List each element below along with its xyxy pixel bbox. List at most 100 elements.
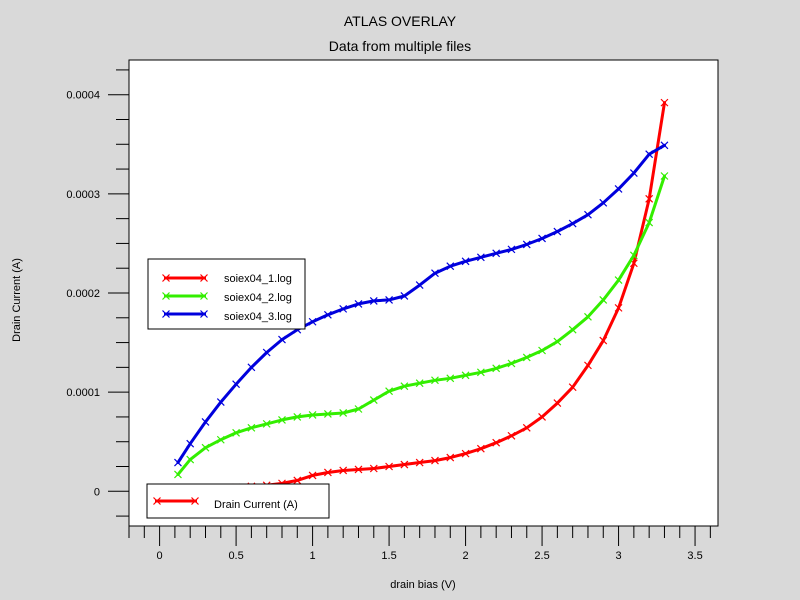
series-2-point (522, 353, 531, 362)
series-1-point (369, 464, 378, 473)
x-axis: 0 0.5 1 1.5 2 2.5 3 3.5 (128, 526, 711, 562)
y-axis-label: Drain Current (A) (11, 258, 23, 342)
series-2-point (278, 415, 286, 424)
series-2-point (660, 172, 669, 180)
series-2-point (216, 435, 225, 444)
x-tick-label: 3.5 (687, 550, 702, 562)
secondary-swatch-marker (191, 497, 199, 505)
series-2-point (385, 387, 394, 396)
series-1-point (476, 444, 485, 453)
series-1-point (568, 383, 577, 392)
legend-swatch-marker (162, 292, 170, 300)
series-3-point (216, 398, 225, 406)
x-tick-label: 3 (615, 550, 621, 562)
series-layer (170, 98, 669, 495)
series-2-point (538, 346, 546, 355)
series-1-point (431, 456, 439, 465)
series-3-point (660, 141, 669, 150)
series-3-point (492, 249, 501, 258)
series-2-point (584, 312, 592, 321)
series-3-point (308, 317, 317, 326)
series-2-point (232, 428, 241, 437)
series-2-point (553, 337, 562, 346)
series-2-point (400, 382, 409, 391)
legend: soiex04_1.log soiex04_2.log soiex04_3.lo… (147, 258, 306, 330)
series-2-point (476, 368, 485, 377)
series-2-point (645, 218, 654, 227)
series-1-point (461, 449, 470, 458)
series-2-point (415, 379, 424, 388)
y-tick-label: 0.0001 (66, 387, 100, 399)
series-3-point (262, 348, 271, 357)
series-3-point (369, 297, 378, 305)
series-2-point (247, 423, 256, 432)
secondary-legend: Drain Current (A) (146, 483, 330, 519)
series-1-point (415, 458, 424, 467)
series-1-point (308, 471, 317, 480)
series-2-point (507, 359, 516, 368)
series-3-point (247, 363, 256, 372)
series-clip-group (170, 98, 669, 495)
legend-swatches (162, 274, 208, 318)
x-tick-label: 2 (463, 550, 469, 562)
series-1-point (507, 431, 516, 440)
series-3-point (553, 227, 562, 236)
y-tick-label: 0.0003 (66, 189, 100, 201)
series-1-point (553, 399, 562, 407)
series-1-point (538, 413, 546, 421)
chart-title: ATLAS OVERLAY (344, 13, 457, 29)
legend-swatch-marker (200, 310, 208, 318)
chart-subtitle: Data from multiple files (329, 38, 471, 54)
series-3-point (415, 281, 424, 289)
series-1-point (293, 476, 302, 485)
series-2-point (201, 443, 210, 452)
series-3-point (538, 234, 546, 243)
legend-label-2: soiex04_2.log (224, 292, 292, 304)
series-3-point (614, 184, 623, 193)
series-1-point (385, 462, 394, 471)
series-1-point (645, 194, 654, 203)
x-tick-label: 2.5 (534, 550, 549, 562)
x-axis-label: drain bias (V) (390, 579, 455, 591)
series-3-point (599, 198, 608, 207)
series-2-point (599, 296, 608, 304)
series-1-point (446, 453, 455, 462)
series-1-point (599, 336, 608, 345)
series-2-point (174, 470, 182, 479)
legend-swatch-marker (200, 274, 208, 282)
legend-label-1: soiex04_1.log (224, 273, 292, 285)
series-2-point (492, 364, 501, 373)
x-tick-label: 0 (157, 550, 163, 562)
series-3-point (201, 417, 210, 426)
series-1-point (339, 466, 348, 475)
series-3-point (507, 245, 516, 254)
series-3-point (339, 304, 348, 313)
series-1-point (614, 303, 623, 312)
secondary-legend-label: Drain Current (A) (214, 499, 298, 511)
series-3-point (385, 296, 394, 304)
series-3-point (476, 253, 485, 262)
y-tick-label: 0.0002 (66, 288, 100, 300)
x-tick-label: 1 (310, 550, 316, 562)
series-1-point (584, 361, 592, 370)
series-3-point (232, 380, 241, 389)
series-1-point (354, 465, 363, 474)
series-3-point (584, 210, 592, 219)
secondary-legend-swatch (153, 497, 199, 505)
series-3-point (400, 292, 409, 300)
series-2-point (186, 455, 195, 464)
legend-box (147, 258, 306, 330)
series-3-point (174, 458, 182, 467)
series-3-point (354, 299, 363, 308)
x-tick-label: 1.5 (381, 550, 396, 562)
series-2-point (369, 396, 378, 405)
y-tick-label: 0.0004 (66, 90, 100, 102)
series-1-point (522, 423, 531, 432)
legend-swatch-marker (200, 292, 208, 300)
series-3-point (645, 150, 654, 159)
series-2-point (262, 419, 271, 428)
series-3-point (446, 262, 455, 271)
series-3-point (522, 240, 531, 249)
series-3-point (278, 335, 286, 344)
